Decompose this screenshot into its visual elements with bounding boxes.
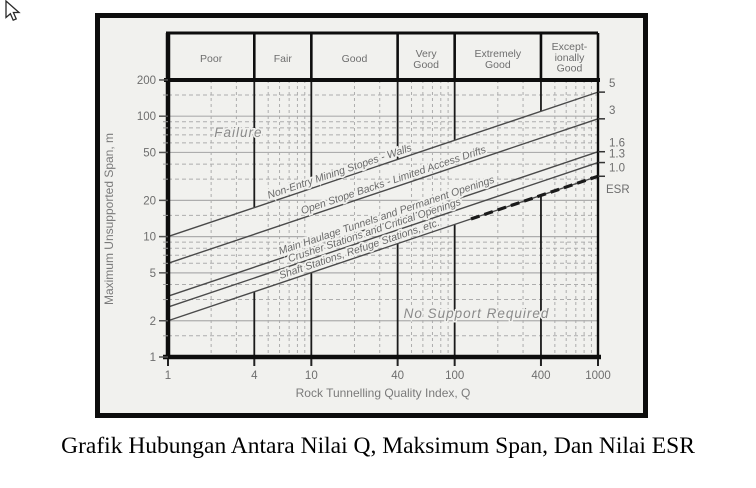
y-axis-title: Maximum Unsupported Span, m: [102, 133, 116, 305]
y-tick-label: 50: [143, 147, 156, 159]
quality-category-label: Poor: [200, 53, 223, 65]
quality-category-label: Good: [557, 63, 583, 75]
quality-category-label: ionally: [555, 52, 586, 64]
quality-category-label: Good: [413, 59, 439, 71]
esr-line: [167, 118, 599, 264]
y-tick-label: 1: [150, 352, 156, 364]
esr-tick-label: 1.3: [609, 149, 625, 161]
quality-category-label: Except-: [552, 41, 588, 53]
x-tick-label: 1000: [585, 370, 611, 382]
x-tick-label: 400: [531, 370, 550, 382]
bold-dashed-envelope: [470, 174, 599, 221]
esr-tick-label: 5: [609, 78, 615, 90]
quality-category-label: Very: [416, 48, 438, 60]
x-tick-label: 40: [391, 370, 404, 382]
y-tick-label: 20: [143, 195, 156, 207]
quality-category-label: Extremely: [474, 48, 521, 60]
y-tick-label: 200: [137, 75, 156, 87]
quality-category-label: Good: [342, 53, 368, 65]
y-tick-label: 10: [143, 232, 156, 244]
esr-axis-title: ESR: [606, 184, 630, 196]
x-axis-title: Rock Tunnelling Quality Index, Q: [296, 386, 471, 400]
quality-category-label: Good: [485, 59, 511, 71]
x-tick-label: 10: [305, 370, 318, 382]
x-tick-label: 4: [251, 370, 258, 382]
esr-tick-label: 1.6: [609, 138, 625, 150]
region-label: No Support Required: [404, 306, 550, 321]
esr-tick-label: 1.0: [609, 162, 625, 174]
y-tick-label: 100: [137, 111, 156, 123]
x-tick-label: 1: [165, 370, 171, 382]
esr-line: [167, 151, 599, 297]
esr-line: [167, 161, 599, 308]
y-tick-label: 5: [150, 268, 156, 280]
y-tick-label: 2: [150, 316, 156, 328]
x-tick-label: 100: [445, 370, 464, 382]
quality-category-label: Fair: [274, 53, 293, 65]
mouse-cursor-icon: [5, 0, 21, 22]
region-label: Failure: [214, 125, 262, 140]
esr-line: [167, 91, 599, 238]
esr-tick-label: 3: [609, 105, 615, 117]
figure-caption: Grafik Hubungan Antara Nilai Q, Maksimum…: [61, 433, 695, 459]
